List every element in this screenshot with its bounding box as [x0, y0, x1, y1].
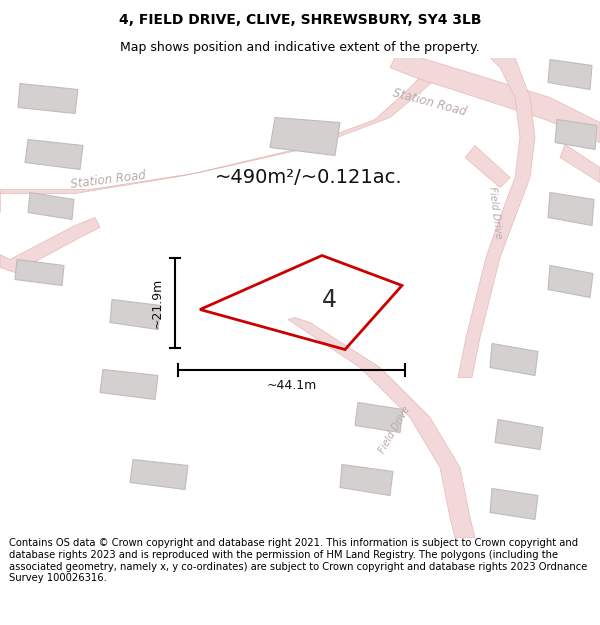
Polygon shape: [100, 369, 158, 399]
Polygon shape: [288, 318, 475, 538]
Polygon shape: [15, 259, 64, 286]
Text: ~44.1m: ~44.1m: [266, 379, 317, 392]
Polygon shape: [270, 118, 340, 156]
Polygon shape: [555, 119, 597, 149]
Polygon shape: [28, 192, 74, 219]
Polygon shape: [495, 419, 543, 449]
Polygon shape: [490, 344, 538, 376]
Polygon shape: [0, 68, 450, 213]
Polygon shape: [355, 402, 403, 432]
Polygon shape: [490, 489, 538, 519]
Polygon shape: [18, 84, 78, 114]
Text: Contains OS data © Crown copyright and database right 2021. This information is : Contains OS data © Crown copyright and d…: [9, 538, 587, 583]
Polygon shape: [465, 146, 510, 188]
Text: Field Drive: Field Drive: [377, 404, 412, 455]
Polygon shape: [458, 58, 535, 378]
Polygon shape: [548, 192, 594, 226]
Polygon shape: [560, 144, 600, 182]
Polygon shape: [390, 58, 600, 142]
Text: 4: 4: [322, 288, 337, 312]
Text: Field Drive: Field Drive: [487, 186, 503, 239]
Polygon shape: [0, 217, 100, 272]
Text: ~490m²/~0.121ac.: ~490m²/~0.121ac.: [215, 168, 403, 187]
Polygon shape: [340, 464, 393, 496]
Text: 4, FIELD DRIVE, CLIVE, SHREWSBURY, SY4 3LB: 4, FIELD DRIVE, CLIVE, SHREWSBURY, SY4 3…: [119, 12, 481, 27]
Text: Station Road: Station Road: [392, 86, 469, 119]
Text: ~21.9m: ~21.9m: [151, 278, 163, 328]
Polygon shape: [130, 459, 188, 489]
Polygon shape: [548, 59, 592, 89]
Polygon shape: [548, 266, 593, 298]
Text: Map shows position and indicative extent of the property.: Map shows position and indicative extent…: [120, 41, 480, 54]
Polygon shape: [25, 139, 83, 169]
Text: Station Road: Station Road: [70, 168, 146, 191]
Polygon shape: [110, 299, 161, 329]
